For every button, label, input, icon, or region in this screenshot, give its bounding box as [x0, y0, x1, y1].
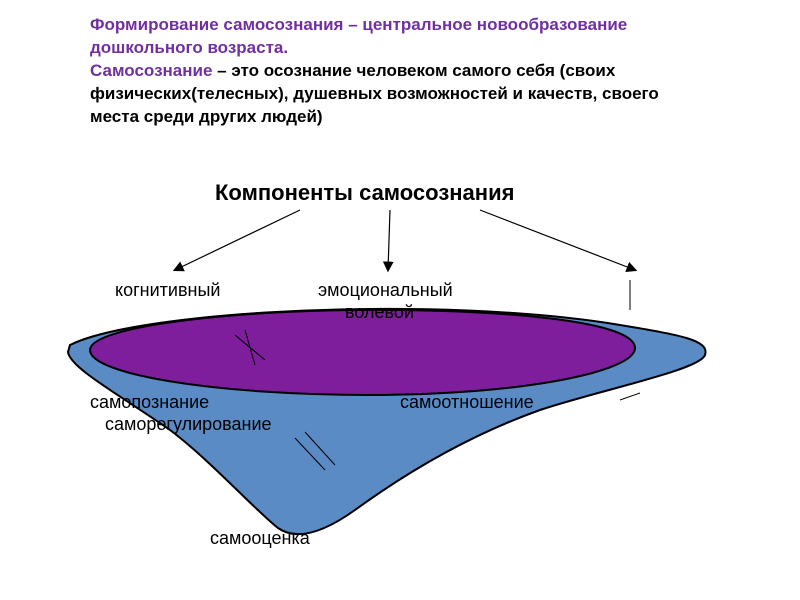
branch-middle-top: эмоциональный — [318, 280, 453, 301]
arrow-middle — [388, 210, 390, 270]
shape-label-bottom: самооценка — [210, 528, 310, 549]
shape-label-below: саморегулирование — [105, 414, 272, 435]
branch-left: когнитивный — [115, 280, 220, 301]
shape-label-left: самопознание — [90, 392, 209, 413]
stray-line-6 — [620, 393, 640, 400]
arrow-right — [480, 210, 635, 270]
shape-label-right: самоотношение — [400, 392, 534, 413]
arrow-left — [175, 210, 300, 270]
branch-middle-bottom: волевой — [345, 302, 414, 323]
